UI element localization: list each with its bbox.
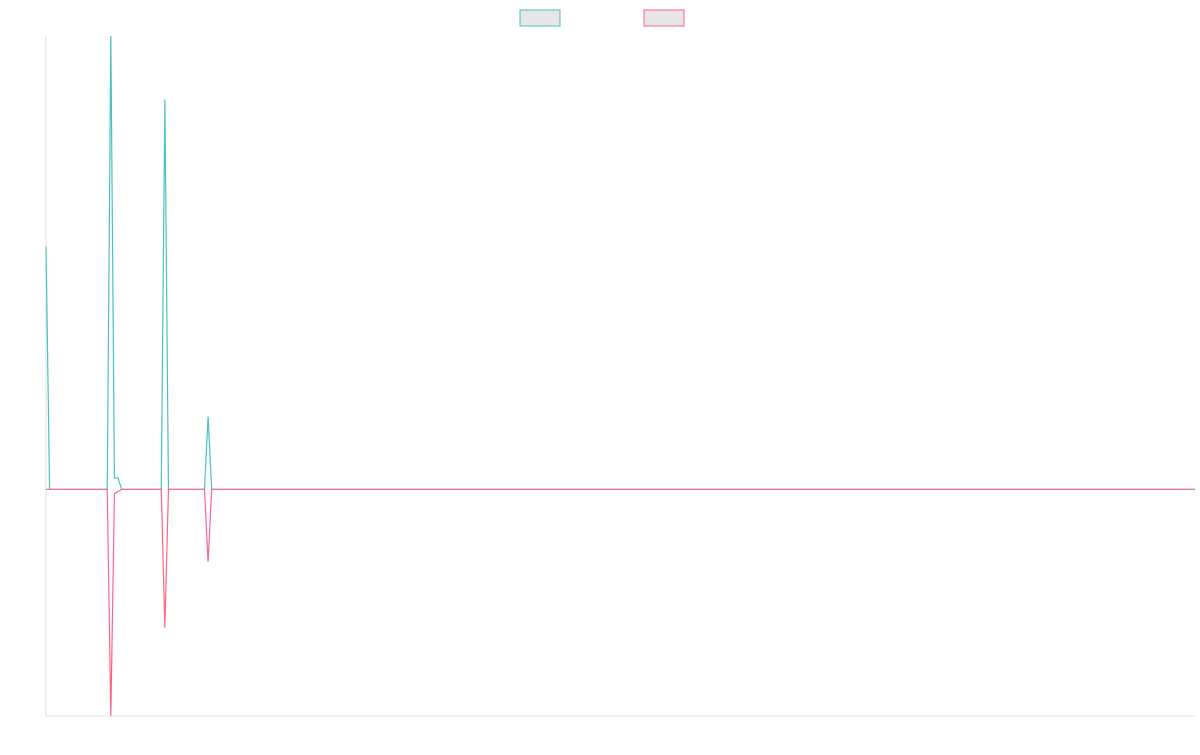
series-line-1 bbox=[45, 35, 1195, 490]
series-layer bbox=[45, 35, 1195, 717]
legend-swatch-2 bbox=[643, 9, 685, 27]
axes bbox=[45, 36, 1195, 717]
legend bbox=[519, 9, 685, 27]
series-line-2 bbox=[46, 488, 1195, 717]
legend-swatch-1 bbox=[519, 9, 561, 27]
